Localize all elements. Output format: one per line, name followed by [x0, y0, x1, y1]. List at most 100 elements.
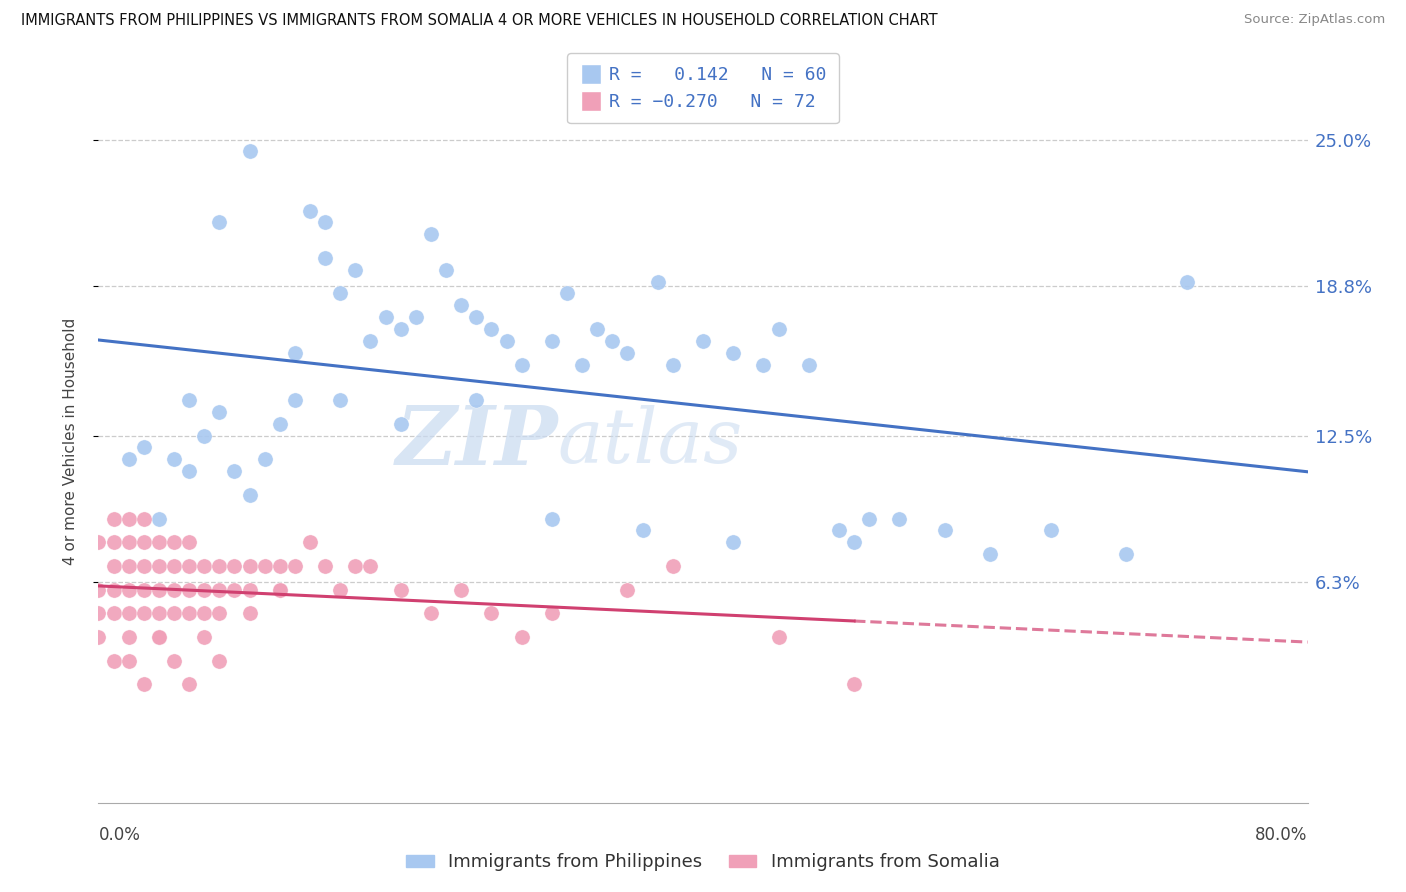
Point: [103, 654, 125, 668]
Point: [768, 322, 790, 336]
Point: [179, 535, 201, 549]
Point: [239, 558, 262, 573]
Point: [586, 322, 609, 336]
Point: [148, 511, 170, 525]
Point: [148, 535, 170, 549]
Point: [510, 630, 533, 644]
Point: [87, 630, 110, 644]
Point: [118, 582, 141, 597]
Point: [163, 654, 186, 668]
Point: [132, 607, 155, 621]
Point: [616, 582, 638, 597]
Point: [87, 607, 110, 621]
Point: [434, 262, 457, 277]
Point: [179, 607, 201, 621]
Point: [118, 452, 141, 467]
Point: [269, 582, 291, 597]
Point: [647, 275, 669, 289]
Point: [540, 607, 562, 621]
Point: [87, 535, 110, 549]
Point: [858, 511, 880, 525]
Point: [132, 582, 155, 597]
Point: [797, 358, 820, 372]
Point: [118, 558, 141, 573]
Point: [571, 358, 593, 372]
Point: [103, 582, 125, 597]
Y-axis label: 4 or more Vehicles in Household: 4 or more Vehicles in Household: [63, 318, 77, 566]
Point: [103, 511, 125, 525]
Point: [284, 393, 307, 408]
Point: [179, 677, 201, 691]
Point: [208, 582, 231, 597]
Point: [299, 203, 322, 218]
Point: [979, 547, 1001, 561]
Point: [269, 417, 291, 431]
Point: [193, 607, 215, 621]
Point: [224, 464, 246, 478]
Legend: R =   0.142   N = 60, R = −0.270   N = 72: R = 0.142 N = 60, R = −0.270 N = 72: [567, 54, 839, 123]
Point: [844, 535, 866, 549]
Point: [118, 607, 141, 621]
Point: [314, 215, 336, 229]
Point: [344, 558, 367, 573]
Point: [179, 582, 201, 597]
Point: [148, 558, 170, 573]
Point: [329, 582, 352, 597]
Text: IMMIGRANTS FROM PHILIPPINES VS IMMIGRANTS FROM SOMALIA 4 OR MORE VEHICLES IN HOU: IMMIGRANTS FROM PHILIPPINES VS IMMIGRANT…: [21, 13, 938, 29]
Point: [420, 607, 443, 621]
Point: [193, 558, 215, 573]
Point: [752, 358, 775, 372]
Point: [481, 322, 503, 336]
Point: [148, 630, 170, 644]
Point: [118, 654, 141, 668]
Point: [405, 310, 427, 325]
Point: [148, 630, 170, 644]
Point: [844, 677, 866, 691]
Point: [540, 334, 562, 348]
Point: [163, 582, 186, 597]
Point: [118, 511, 141, 525]
Point: [193, 428, 215, 442]
Point: [389, 582, 412, 597]
Point: [329, 286, 352, 301]
Point: [269, 558, 291, 573]
Point: [540, 511, 562, 525]
Point: [132, 511, 155, 525]
Text: atlas: atlas: [558, 405, 744, 478]
Point: [889, 511, 911, 525]
Point: [934, 524, 956, 538]
Point: [132, 677, 155, 691]
Text: 80.0%: 80.0%: [1256, 827, 1308, 845]
Point: [631, 524, 654, 538]
Point: [253, 452, 276, 467]
Text: ZIP: ZIP: [395, 401, 558, 482]
Point: [208, 405, 231, 419]
Point: [465, 393, 488, 408]
Point: [179, 464, 201, 478]
Point: [179, 393, 201, 408]
Point: [299, 535, 322, 549]
Point: [616, 345, 638, 359]
Point: [208, 215, 231, 229]
Point: [118, 630, 141, 644]
Point: [284, 558, 307, 573]
Point: [239, 582, 262, 597]
Point: [420, 227, 443, 242]
Point: [239, 607, 262, 621]
Point: [481, 607, 503, 621]
Point: [555, 286, 578, 301]
Point: [661, 358, 683, 372]
Point: [239, 145, 262, 159]
Point: [208, 654, 231, 668]
Point: [87, 582, 110, 597]
Point: [495, 334, 517, 348]
Point: [269, 582, 291, 597]
Text: Source: ZipAtlas.com: Source: ZipAtlas.com: [1244, 13, 1385, 27]
Point: [360, 334, 382, 348]
Point: [208, 607, 231, 621]
Point: [510, 358, 533, 372]
Point: [602, 334, 624, 348]
Point: [1115, 547, 1137, 561]
Point: [723, 535, 745, 549]
Point: [723, 345, 745, 359]
